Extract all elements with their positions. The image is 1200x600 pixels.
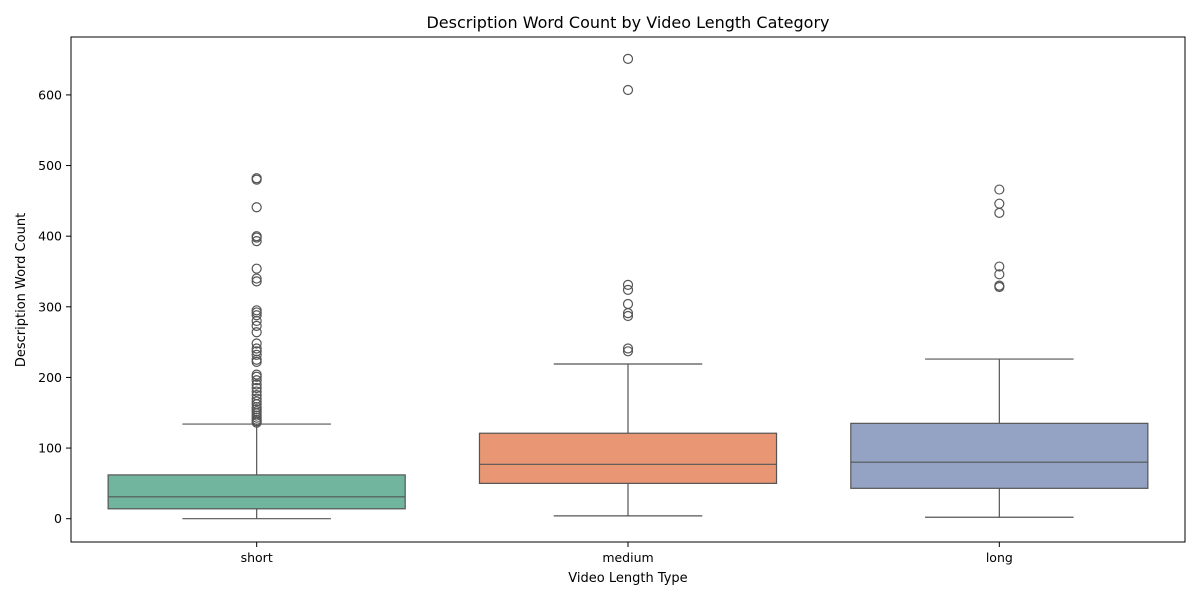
outlier-point	[251, 231, 262, 242]
outlier-point	[994, 269, 1005, 280]
box-group-short	[107, 173, 406, 520]
x-tick-label: long	[986, 550, 1013, 565]
chart-title: Description Word Count by Video Length C…	[426, 13, 829, 32]
box-iqr	[850, 422, 1149, 489]
outlier-point	[251, 327, 262, 338]
outlier-point	[251, 320, 262, 331]
x-tick-label: medium	[602, 550, 653, 565]
outlier-point	[251, 343, 262, 354]
box-iqr	[107, 474, 406, 510]
outlier-point	[251, 263, 262, 274]
x-axis-label: Video Length Type	[568, 571, 687, 586]
outlier-point	[622, 298, 634, 310]
outlier-point	[622, 84, 634, 96]
y-axis-label: Description Word Count	[14, 213, 29, 367]
outlier-point	[251, 346, 262, 357]
outlier-point	[251, 202, 262, 213]
y-tick-label: 300	[38, 299, 62, 314]
outlier-point	[251, 379, 262, 390]
outlier-point	[251, 173, 262, 184]
y-tick-label: 400	[38, 229, 62, 244]
outlier-point	[251, 349, 262, 360]
outlier-point	[251, 338, 262, 349]
outlier-point	[994, 198, 1005, 209]
box-group-long	[850, 184, 1149, 518]
outlier-point	[251, 389, 262, 401]
box-iqr	[478, 432, 778, 484]
outlier-point	[251, 276, 262, 287]
outlier-point	[251, 393, 262, 404]
outlier-point	[251, 236, 262, 247]
x-tick-label: short	[241, 550, 273, 565]
x-axis: short medium long	[241, 542, 1013, 565]
outlier-point	[622, 279, 634, 291]
outlier-point	[251, 273, 262, 284]
y-tick-label: 600	[38, 87, 62, 102]
y-tick-label: 200	[38, 370, 62, 385]
outlier-point	[251, 305, 262, 316]
outlier-point	[251, 382, 262, 394]
outlier-point	[251, 375, 262, 386]
outlier-point	[251, 396, 262, 407]
outlier-point	[622, 284, 634, 295]
y-tick-label: 0	[54, 511, 62, 526]
y-tick-label: 500	[38, 158, 62, 173]
outlier-point	[251, 369, 262, 380]
outlier-point	[994, 280, 1005, 291]
plot-area	[107, 53, 1149, 520]
outlier-point	[251, 386, 262, 397]
box-group-medium	[478, 53, 778, 517]
outlier-point	[622, 343, 634, 354]
y-tick-label: 100	[38, 441, 62, 456]
outlier-point	[622, 346, 634, 357]
outlier-point	[251, 310, 262, 321]
y-axis: 0 100 200 300 400 500 600	[38, 87, 71, 526]
outlier-point	[994, 184, 1005, 195]
outlier-point	[994, 261, 1005, 272]
outlier-point	[622, 53, 634, 64]
outlier-point	[622, 310, 634, 322]
